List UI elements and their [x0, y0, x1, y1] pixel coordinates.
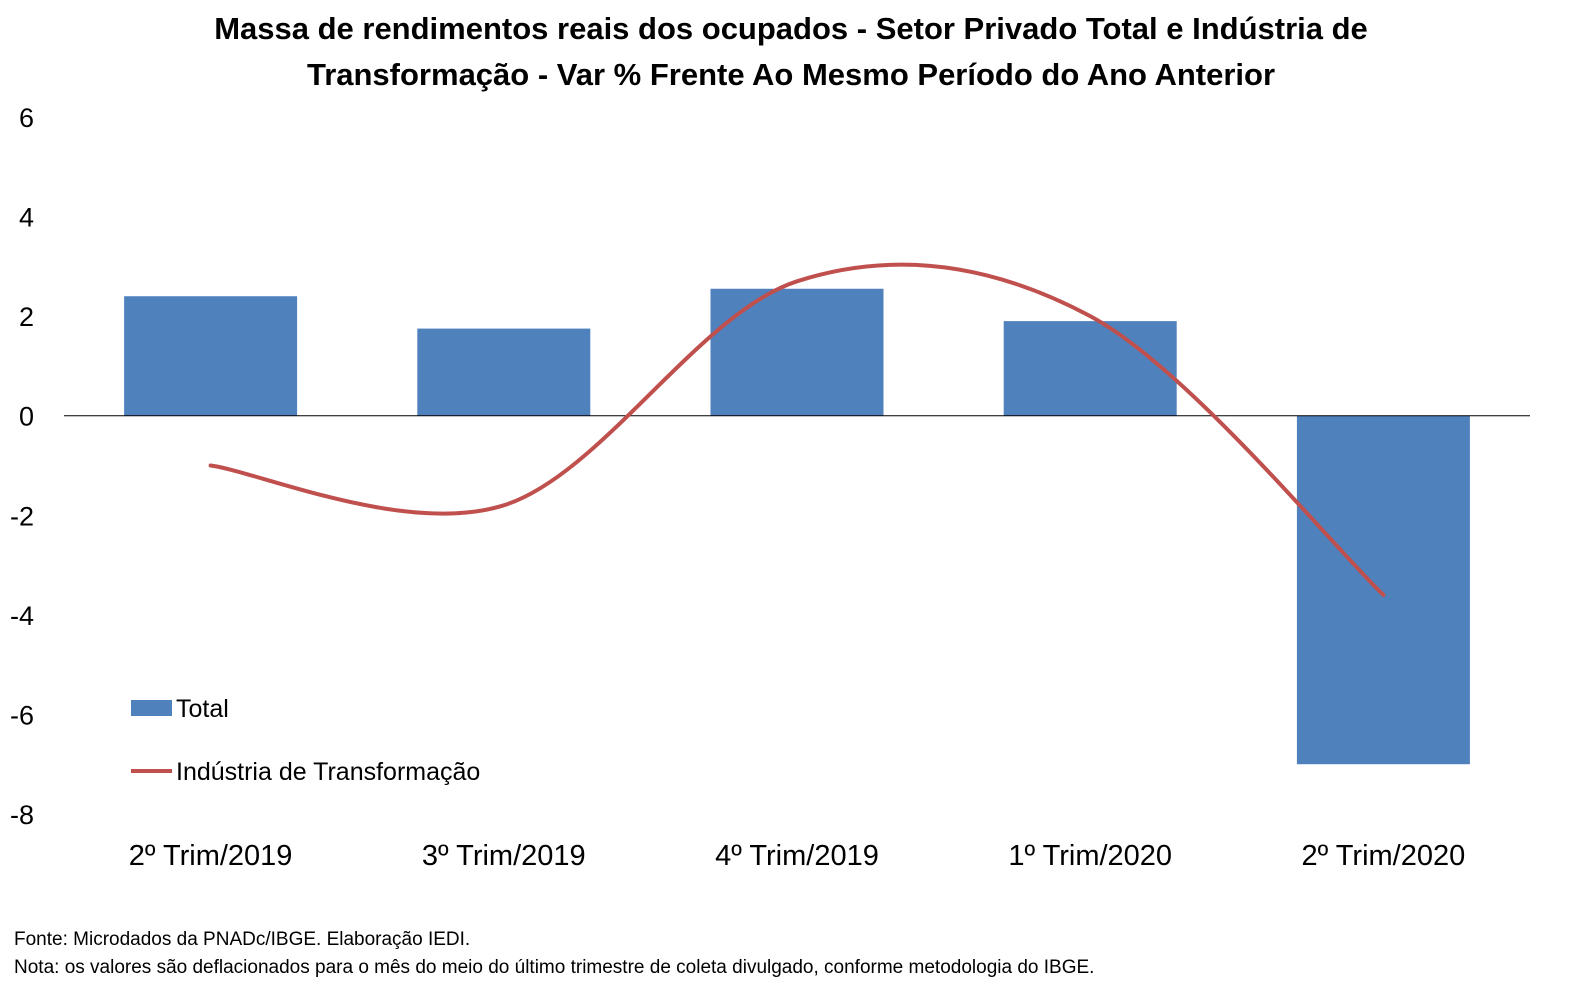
- methodology-note: Nota: os valores são deflacionados para …: [14, 957, 1095, 978]
- line-series-industria: [208, 262, 1386, 597]
- chart-title-line-2: Transformação - Var % Frente Ao Mesmo Pe…: [306, 57, 1276, 92]
- legend-label-total: Total: [176, 695, 229, 723]
- source-note: Fonte: Microdados da PNADc/IBGE. Elabora…: [14, 929, 471, 950]
- chart-title-line-1: Massa de rendimentos reais dos ocupados …: [214, 11, 1368, 46]
- bar-total: [710, 288, 884, 416]
- y-axis: 6 4 2 0 -2 -4 -6 -8: [10, 103, 34, 830]
- y-tick-label: -8: [10, 800, 34, 830]
- bar-total: [124, 296, 298, 416]
- bar-total: [1296, 415, 1470, 765]
- x-tick-label: 2º Trim/2019: [129, 840, 293, 872]
- x-tick-label: 3º Trim/2019: [422, 840, 586, 872]
- y-tick-label: -2: [10, 501, 34, 531]
- y-tick-label: 6: [19, 103, 34, 133]
- x-tick-label: 2º Trim/2020: [1302, 840, 1466, 872]
- y-tick-label: 0: [19, 402, 34, 432]
- chart-plot: 6 4 2 0 -2 -4 -6 -8 2º Trim/2019 3º Trim/2019 4º …: [10, 103, 1530, 872]
- bar-total: [417, 328, 591, 416]
- legend-swatch-total: [131, 700, 172, 716]
- y-tick-label: 4: [19, 203, 34, 233]
- chart-title: Massa de rendimentos reais dos ocupados …: [0, 6, 1582, 98]
- x-tick-label: 1º Trim/2020: [1008, 840, 1172, 872]
- legend: Total Indústria de Transformação: [131, 695, 480, 786]
- y-tick-label: -4: [10, 601, 34, 631]
- bar-total: [1003, 321, 1177, 416]
- bar-series-total: [124, 288, 1470, 765]
- legend-label-industria: Indústria de Transformação: [176, 758, 480, 786]
- x-tick-label: 4º Trim/2019: [715, 840, 879, 872]
- y-tick-label: -6: [10, 700, 34, 730]
- x-axis: 2º Trim/2019 3º Trim/2019 4º Trim/2019 1º T…: [129, 840, 1466, 872]
- footnotes: Fonte: Microdados da PNADc/IBGE. Elabora…: [14, 926, 1094, 982]
- y-tick-label: 2: [19, 302, 34, 332]
